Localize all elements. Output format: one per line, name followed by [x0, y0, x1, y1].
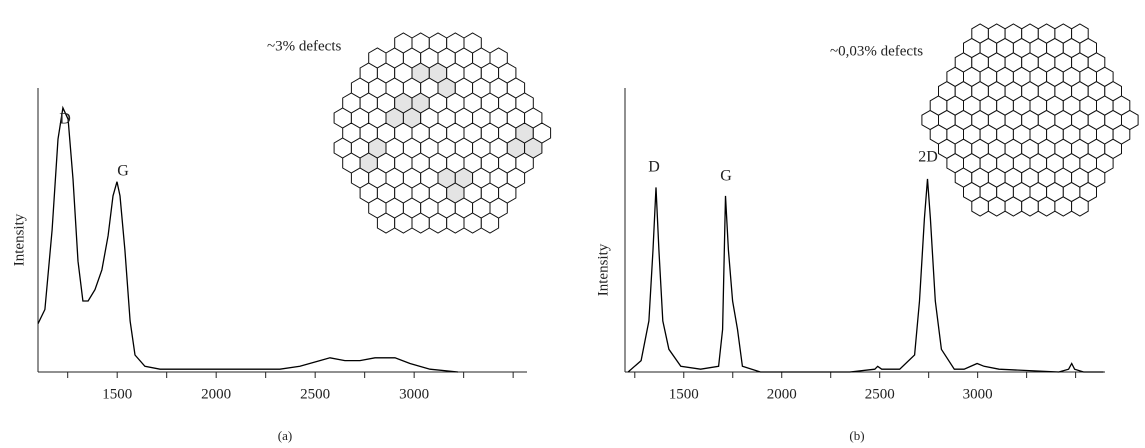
x-tick-label: 1500 [102, 386, 132, 402]
x-tick-label: 2500 [865, 386, 895, 402]
x-tick-label: 3000 [399, 386, 429, 402]
hexagon [1122, 110, 1139, 129]
caption: (a) [278, 428, 292, 443]
y-axis-label: Intensity [595, 243, 611, 296]
caption: (b) [849, 428, 864, 443]
hexagon [533, 123, 550, 143]
peak-label: D [648, 159, 660, 176]
x-tick-label: 3000 [963, 386, 993, 402]
hex-lattice-inset [334, 33, 550, 233]
figure: 1500 2000 2500 3000 Intensity (a) ~3% defects D… [0, 0, 1145, 448]
x-tick-label: 2000 [201, 386, 231, 402]
peak-label: G [117, 163, 129, 180]
x-tick-label: 1500 [669, 386, 699, 402]
defect-annotation: ~3% defects [267, 38, 341, 54]
peak-label: 2D [918, 149, 938, 166]
x-tick-label: 2000 [767, 386, 797, 402]
hex-lattice-inset [922, 24, 1138, 216]
peak-label: D [59, 111, 71, 128]
x-tick-label: 2500 [300, 386, 330, 402]
y-axis-label: Intensity [11, 213, 27, 266]
peak-label: G [720, 168, 732, 185]
defect-annotation: ~0,03% defects [830, 43, 923, 59]
